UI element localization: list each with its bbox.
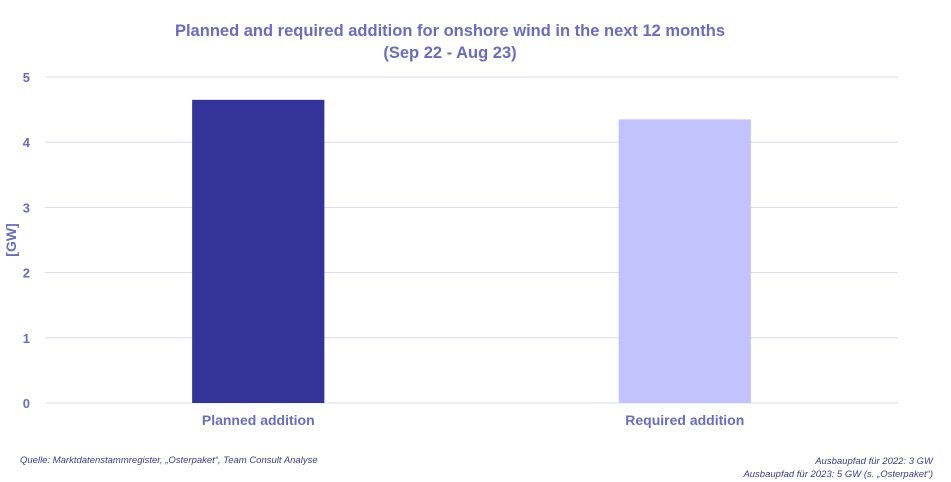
bar-required-addition	[618, 119, 751, 403]
bars	[192, 99, 751, 403]
y-tick-label: 3	[23, 200, 30, 215]
x-tick-label: Required addition	[625, 412, 744, 428]
grid-lines	[45, 76, 898, 404]
y-tick-label: 4	[23, 135, 31, 150]
y-tick-label: 1	[23, 331, 30, 346]
y-tick-label: 2	[23, 266, 30, 281]
target-note-2023: Ausbaupfad für 2023: 5 GW (s. „Osterpake…	[743, 469, 933, 480]
target-notes: Ausbaupfad für 2022: 3 GW Ausbaupfad für…	[743, 455, 933, 481]
chart-title: Planned and required addition for onshor…	[174, 22, 726, 40]
y-axis-label: [GW]	[3, 223, 19, 256]
source-note: Quelle: Marktdatenstammregister, „Osterp…	[20, 455, 318, 466]
chart-subtitle: (Sep 22 - Aug 23)	[383, 44, 517, 62]
x-tick-label: Planned addition	[202, 412, 315, 428]
y-tick-label: 5	[23, 70, 30, 85]
y-axis-ticks: 0 1 2 3 4 5	[23, 70, 31, 411]
y-tick-label: 0	[23, 396, 30, 411]
x-axis-ticks: Planned addition Required addition	[202, 412, 744, 428]
target-note-2022: Ausbaupfad für 2022: 3 GW	[815, 456, 933, 467]
chart-title-block: Planned and required addition for onshor…	[0, 20, 900, 64]
bar-planned-addition	[192, 99, 325, 403]
